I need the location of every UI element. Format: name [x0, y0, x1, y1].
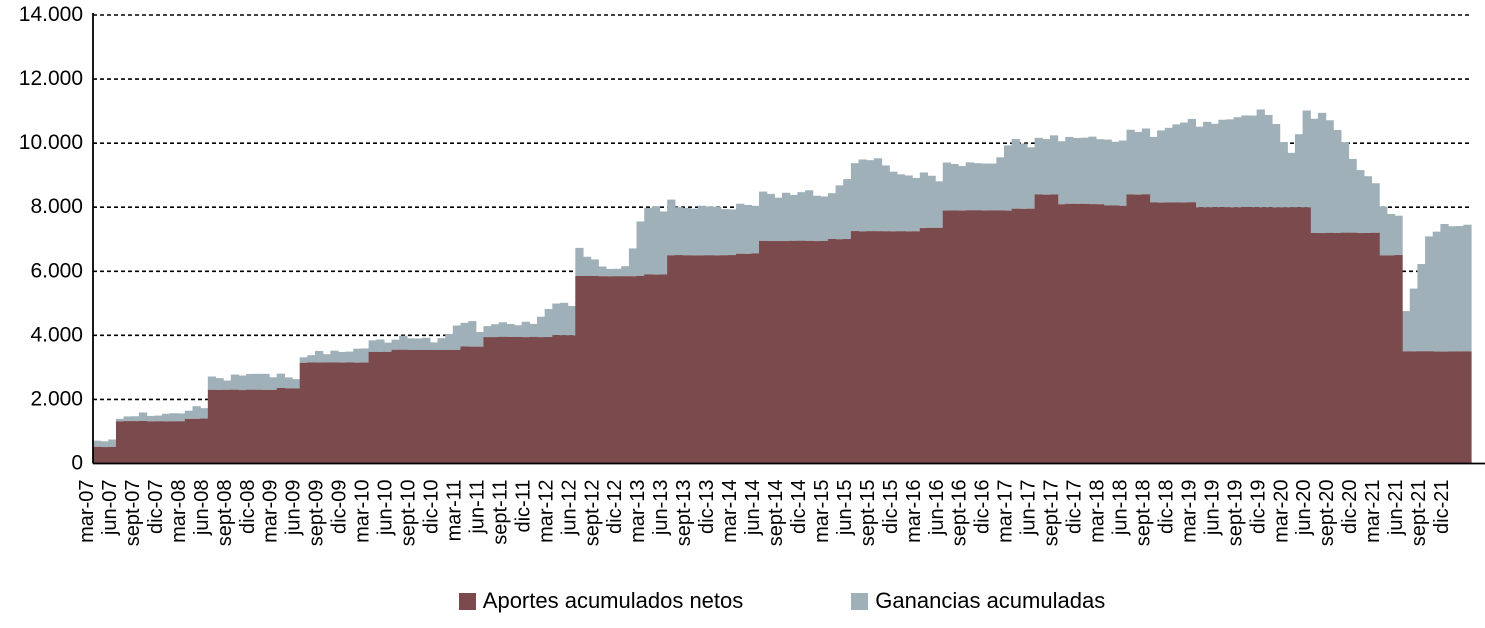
- svg-text:0: 0: [71, 452, 83, 475]
- svg-text:mar-09: mar-09: [260, 480, 282, 543]
- svg-text:mar-12: mar-12: [535, 480, 557, 543]
- svg-text:sept-15: sept-15: [857, 480, 879, 547]
- svg-text:mar-16: mar-16: [903, 480, 925, 543]
- svg-text:mar-17: mar-17: [995, 479, 1017, 542]
- svg-text:jun-21: jun-21: [1385, 480, 1407, 537]
- svg-text:2.000: 2.000: [30, 387, 83, 410]
- svg-text:sept-08: sept-08: [214, 480, 236, 547]
- svg-text:jun-07: jun-07: [99, 480, 121, 537]
- svg-text:jun-09: jun-09: [283, 480, 305, 537]
- svg-text:dic-07: dic-07: [145, 480, 167, 534]
- svg-text:dic-13: dic-13: [696, 480, 718, 534]
- svg-text:mar-18: mar-18: [1087, 480, 1109, 543]
- svg-text:mar-20: mar-20: [1270, 480, 1292, 543]
- svg-text:jun-17: jun-17: [1018, 480, 1040, 537]
- svg-text:mar-07: mar-07: [76, 480, 98, 543]
- svg-text:sept-07: sept-07: [122, 480, 144, 547]
- svg-text:dic-11: dic-11: [512, 480, 534, 533]
- svg-text:sept-09: sept-09: [306, 480, 328, 547]
- svg-text:sept-16: sept-16: [949, 480, 971, 547]
- svg-text:sept-19: sept-19: [1224, 480, 1246, 547]
- svg-text:sept-14: sept-14: [765, 480, 787, 547]
- svg-text:dic-10: dic-10: [421, 480, 443, 534]
- svg-text:12.000: 12.000: [19, 67, 83, 90]
- svg-text:sept-20: sept-20: [1316, 480, 1338, 547]
- svg-text:mar-19: mar-19: [1178, 480, 1200, 543]
- svg-text:10.000: 10.000: [19, 131, 83, 154]
- svg-text:sept-12: sept-12: [581, 480, 603, 547]
- svg-text:sept-21: sept-21: [1408, 480, 1430, 547]
- svg-text:sept-13: sept-13: [673, 480, 695, 547]
- svg-text:sept-11: sept-11: [489, 480, 511, 545]
- svg-text:jun-14: jun-14: [742, 480, 764, 537]
- svg-text:dic-19: dic-19: [1247, 480, 1269, 534]
- svg-text:jun-19: jun-19: [1201, 480, 1223, 537]
- svg-text:dic-15: dic-15: [880, 480, 902, 534]
- svg-text:sept-10: sept-10: [398, 480, 420, 547]
- svg-text:jun-18: jun-18: [1110, 480, 1132, 537]
- svg-text:dic-14: dic-14: [788, 480, 810, 534]
- svg-text:dic-08: dic-08: [237, 480, 259, 534]
- svg-text:jun-15: jun-15: [834, 480, 856, 537]
- svg-text:mar-10: mar-10: [352, 480, 374, 543]
- svg-text:dic-20: dic-20: [1339, 480, 1361, 534]
- svg-text:14.000: 14.000: [19, 3, 83, 26]
- svg-text:jun-13: jun-13: [650, 480, 672, 537]
- svg-text:dic-09: dic-09: [329, 480, 351, 534]
- svg-text:jun-16: jun-16: [926, 480, 948, 537]
- svg-text:jun-11: jun-11: [466, 480, 488, 535]
- svg-text:mar-08: mar-08: [168, 480, 190, 543]
- svg-text:dic-18: dic-18: [1155, 480, 1177, 534]
- svg-text:jun-12: jun-12: [558, 480, 580, 537]
- svg-text:mar-21: mar-21: [1362, 480, 1384, 543]
- svg-text:sept-17: sept-17: [1041, 480, 1063, 547]
- svg-text:dic-17: dic-17: [1064, 480, 1086, 534]
- svg-text:mar-11: mar-11: [443, 479, 465, 541]
- svg-text:mar-15: mar-15: [811, 480, 833, 543]
- svg-text:mar-13: mar-13: [627, 480, 649, 543]
- svg-text:jun-20: jun-20: [1293, 480, 1315, 537]
- svg-text:8.000: 8.000: [30, 195, 83, 218]
- svg-text:jun-08: jun-08: [191, 480, 213, 537]
- svg-text:dic-16: dic-16: [972, 479, 994, 533]
- svg-text:dic-12: dic-12: [604, 480, 626, 534]
- svg-text:mar-14: mar-14: [719, 480, 741, 543]
- svg-text:jun-10: jun-10: [375, 480, 397, 537]
- svg-text:dic-21: dic-21: [1431, 480, 1453, 534]
- svg-text:4.000: 4.000: [30, 323, 83, 346]
- svg-text:6.000: 6.000: [30, 259, 83, 282]
- svg-text:sept-18: sept-18: [1132, 480, 1154, 547]
